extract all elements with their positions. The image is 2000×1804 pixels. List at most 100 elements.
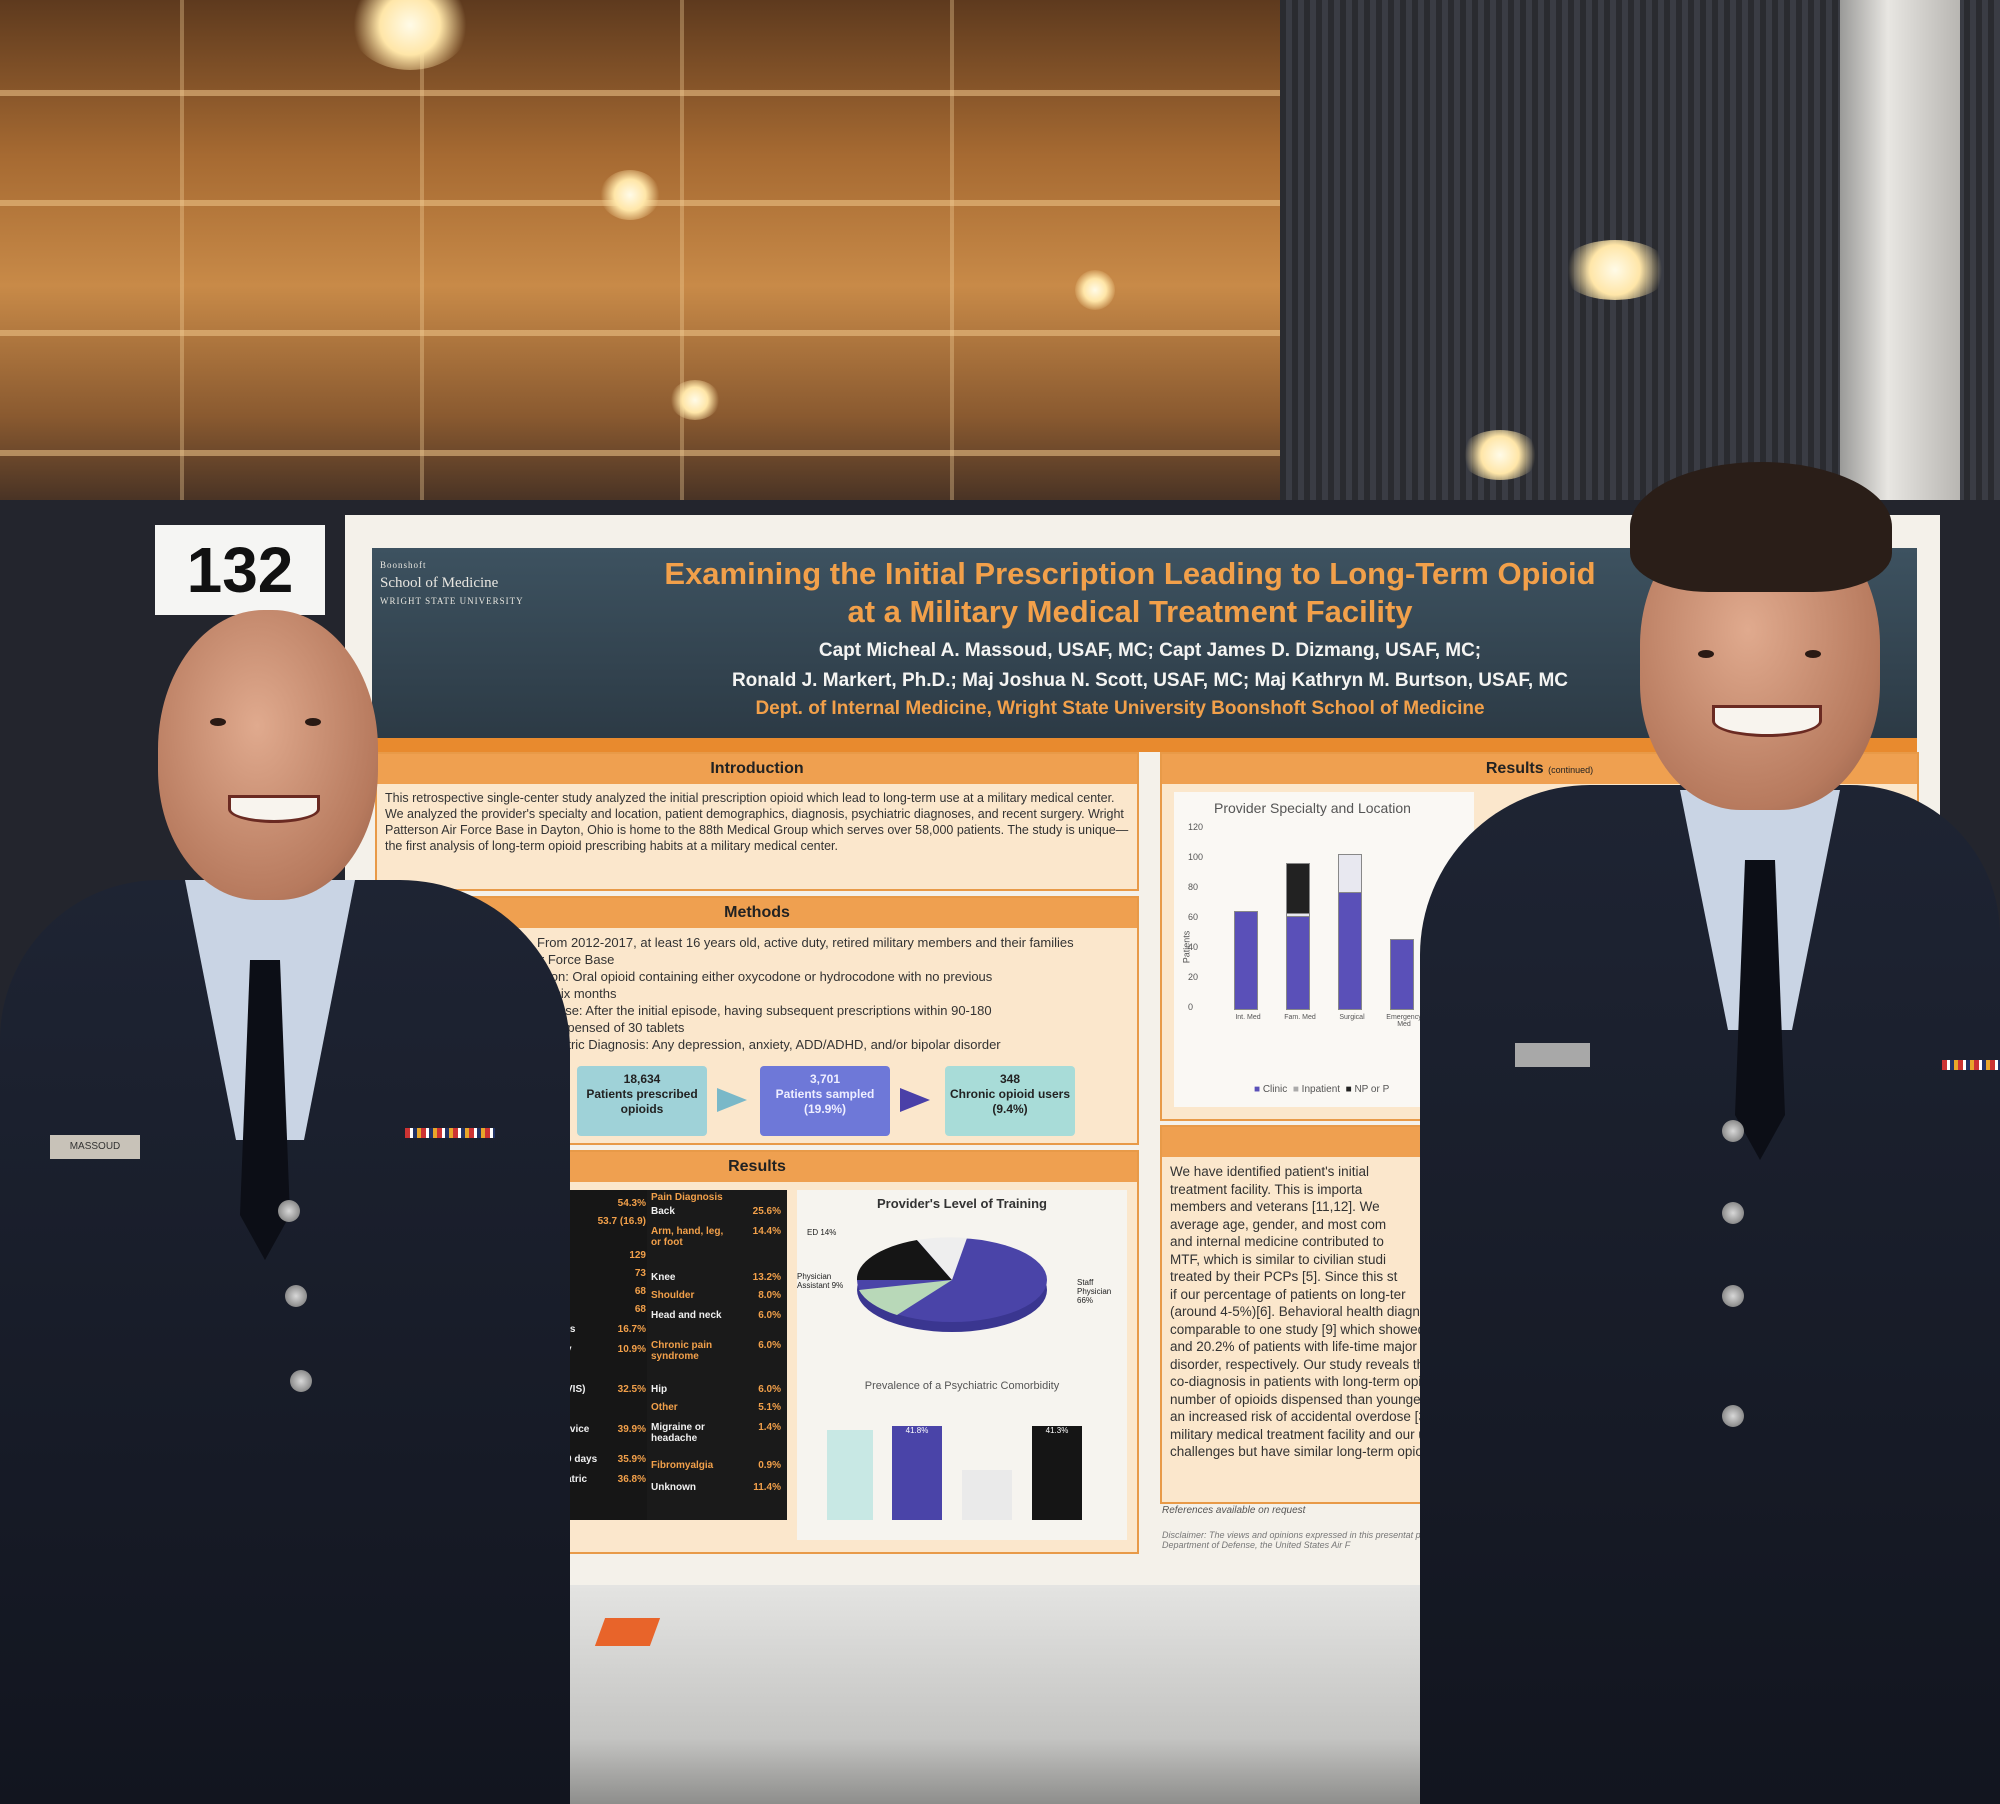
flow-count: 348 [999, 1072, 1021, 1086]
y-tick-label: 60 [1188, 912, 1199, 922]
ceiling-truss [0, 200, 2000, 206]
school-logo: Boonshoft School of Medicine WRIGHT STAT… [380, 556, 550, 606]
bar-clinic [1234, 910, 1258, 1010]
flow-count: 3,701 [809, 1072, 841, 1086]
pie-label-ed: ED 14% [807, 1228, 837, 1237]
flow-box-chronic: 348 Chronic opioid users (9.4%) [945, 1066, 1075, 1136]
table-row: Fibromyalgia 0.9% [651, 1460, 781, 1471]
psych-bar-label: 41.3% [1045, 1426, 1069, 1435]
methods-line: ir Force Base [537, 952, 615, 967]
poster-authors-line1: Capt Micheal A. Massoud, USAF, MC; Capt … [818, 640, 1482, 661]
psych-bar: 41.8% [892, 1426, 942, 1520]
flow-count: 18,634 [623, 1072, 661, 1086]
methods-line: ychiatric Diagnosis: Any depression, anx… [537, 1037, 1001, 1052]
pain-diagnosis-table: Pain Diagnosis Back 25.6% Arm, hand, leg,… [647, 1190, 787, 1520]
ceiling-strut [680, 0, 684, 500]
table-row: Unknown 11.4% [651, 1482, 781, 1493]
table-row: Arm, hand, leg, or foot [651, 1226, 724, 1248]
table-value: 6.0% [758, 1340, 781, 1351]
poster-authors-line2: Ronald J. Markert, Ph.D.; Maj Joshua N. … [731, 670, 1569, 691]
pie-chart-title: Provider's Level of Training [877, 1196, 1047, 1211]
ceiling-truss [0, 330, 2000, 336]
right-person-tie [1735, 860, 1785, 1160]
psych-chart-title: Prevalence of a Psychiatric Comorbidity [864, 1380, 1060, 1392]
introduction-panel: Introduction This retrospective single-c… [375, 752, 1139, 891]
training-pie-chart [856, 1237, 1047, 1332]
table-row: Migraine or headache [651, 1422, 705, 1444]
table-row: rs 16.7% [566, 1324, 646, 1335]
uniform-button [1722, 1405, 1744, 1427]
left-person-nametag: MASSOUD [50, 1135, 140, 1159]
ceiling-truss [0, 90, 2000, 96]
methods-line: From 2012-2017, at least 16 years old, a… [537, 935, 1074, 950]
chart-legend: ■ Clinic ■ Inpatient ■ NP or P [1254, 1084, 1390, 1095]
bar-clinic [1338, 891, 1362, 1010]
psych-bar: 41.3% [1032, 1426, 1082, 1520]
ceiling-light [1560, 240, 1670, 300]
introduction-text: This retrospective single-center study a… [385, 791, 1129, 853]
poster-title-line2: at a Military Medical Treatment Facility [847, 594, 1413, 629]
pie-label-staff: Staff Physician 66% [1077, 1278, 1112, 1305]
ceiling-strut [420, 0, 424, 500]
right-person-nametag [1515, 1043, 1590, 1067]
poster-divider [372, 738, 1917, 752]
table-row: atric 36.8% [566, 1474, 646, 1485]
x-tick-label: Emergency Med [1386, 1014, 1422, 1028]
pie-slice-ed [856, 1240, 952, 1280]
right-person-jacket [1420, 785, 2000, 1804]
table-value: 6.0% [758, 1310, 781, 1321]
methods-line: oid use: After the initial episode, havi… [537, 1003, 992, 1018]
left-person-eye [210, 718, 226, 726]
bar-clinic [1286, 915, 1310, 1010]
hall-pillar [1840, 0, 1960, 500]
uniform-button [1722, 1285, 1744, 1307]
table-row: Shoulder 8.0% [651, 1290, 781, 1301]
results-figures-area: Provider's Level of Training ED 14% Phys… [797, 1190, 1127, 1540]
psych-bar [827, 1430, 873, 1520]
pie-slice-pa [859, 1280, 952, 1315]
table-row: Other 5.1% [651, 1402, 781, 1413]
flow-arrow [717, 1088, 747, 1112]
introduction-heading: Introduction [377, 754, 1137, 784]
ceiling-light [670, 380, 720, 420]
poster-title: Examining the Initial Prescription Leadi… [520, 555, 1740, 631]
poster-title-line1: Examining the Initial Prescription Leadi… [664, 556, 1596, 591]
psych-bar-label: 41.8% [905, 1426, 929, 1435]
bar-inpatient [1338, 853, 1362, 893]
x-tick-label: Int. Med [1235, 1014, 1261, 1021]
flow-label: Patients sampled (19.9%) [775, 1087, 875, 1116]
ceiling-light [1075, 270, 1115, 310]
logo-line1: Boonshoft [380, 560, 427, 570]
table-row: y10.9% [566, 1344, 646, 1355]
uniform-button [278, 1200, 300, 1222]
y-tick-label: 100 [1188, 852, 1204, 862]
table-value: 14.4% [752, 1226, 781, 1237]
flow-arrow [900, 1088, 930, 1112]
left-person-ribbons [405, 1128, 495, 1138]
left-person-eye [305, 718, 321, 726]
ceiling-light [1460, 430, 1540, 480]
ceiling-truss [0, 450, 2000, 456]
table-row: Head and neck [651, 1310, 722, 1321]
bar-clinic [1390, 939, 1414, 1010]
x-tick-label: Surgical [1339, 1014, 1365, 1021]
flow-box-sampled: 3,701 Patients sampled (19.9%) [760, 1066, 890, 1136]
discussion-text: We have identified patient's initial tre… [1170, 1164, 1450, 1459]
y-tick-label: 40 [1188, 942, 1199, 952]
pie-label-pa: Physician Assistant 9% [797, 1272, 844, 1290]
psych-bar [962, 1470, 1012, 1520]
flow-label: Patients prescribed opioids [586, 1087, 698, 1116]
table-row: Hip 6.0% [651, 1384, 781, 1395]
logo-line3: WRIGHT STATE UNIVERSITY [380, 596, 524, 606]
flow-label: Chronic opioid users (9.4%) [949, 1087, 1070, 1116]
y-tick-label: 80 [1188, 882, 1199, 892]
table-row: Chronic pain syndrome [651, 1340, 713, 1362]
chart-title: Provider Specialty and Location [1214, 800, 1411, 816]
methods-line: ts dispensed of 30 tablets [537, 1020, 685, 1035]
y-tick-label: 20 [1188, 972, 1199, 982]
methods-line: ption: Oral opioid containing either oxy… [537, 969, 993, 984]
uniform-button [290, 1370, 312, 1392]
table-value: 1.4% [758, 1422, 781, 1433]
table-row: VIS) 32.5% [566, 1384, 646, 1395]
table-row: 0 days 35.9% [566, 1454, 646, 1465]
